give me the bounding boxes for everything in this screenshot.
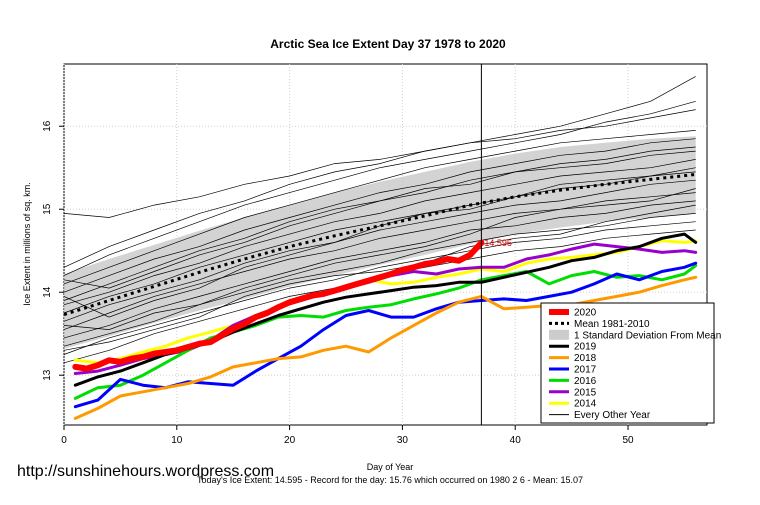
legend-label: 2016: [574, 376, 597, 387]
every-other-year-line: [63, 204, 696, 351]
footer-summary: Today's Ice Extent: 14.595 - Record for …: [197, 475, 583, 485]
every-other-year-line: [63, 179, 696, 322]
std-deviation-band: [64, 136, 696, 349]
chart-title: Arctic Sea Ice Extent Day 37 1978 to 202…: [270, 37, 506, 51]
series-line-2018: [73, 275, 698, 420]
y-tick-label: 13: [42, 369, 53, 381]
x-tick-label: 40: [510, 435, 522, 446]
highlight-series-layer: [72, 232, 698, 420]
y-axis-label: Ice Extent in millions of sq. km.: [22, 182, 32, 306]
legend-label: Every Other Year: [574, 410, 651, 421]
axis-layer: 0 10 20 30 40 50 13 14 15 16: [42, 120, 634, 446]
legend-box: [540, 302, 715, 424]
x-axis-label: Day of Year: [367, 462, 414, 472]
every-other-year-line: [63, 221, 696, 355]
every-other-year-line: [63, 130, 696, 285]
x-tick-label: 20: [284, 435, 296, 446]
every-other-year-line: [63, 171, 696, 314]
every-other-year-line: [63, 76, 696, 268]
background-years-layer: [63, 76, 696, 364]
x-tick-label: 50: [622, 435, 634, 446]
y-tick-label: 14: [42, 286, 53, 298]
series-line-2020: [72, 239, 485, 372]
std-band-layer: [64, 136, 696, 349]
y-tick-label: 15: [42, 203, 53, 215]
legend-label: 2018: [574, 353, 597, 364]
legend-swatch: [549, 329, 569, 340]
every-other-year-line: [63, 109, 696, 218]
every-other-year-line: [63, 192, 696, 330]
series-line-2016: [73, 264, 698, 400]
every-other-year-line: [63, 138, 696, 293]
every-other-year-line: [63, 188, 696, 330]
every-other-year-line: [63, 213, 696, 347]
legend-label: 2014: [574, 399, 597, 410]
y-tick-label: 16: [42, 120, 53, 132]
x-tick-label: 30: [397, 435, 409, 446]
every-other-year-line: [63, 146, 696, 289]
current-value-label: 14.595: [484, 238, 512, 248]
watermark-url: http://sunshinehours.wordpress.com: [17, 463, 274, 480]
every-other-year-line: [63, 159, 696, 306]
current-day-layer: 14.595: [480, 64, 512, 425]
legend-label: 2017: [574, 365, 597, 376]
legend-label: 2020: [574, 308, 597, 319]
legend-label: 2019: [574, 342, 597, 353]
x-tick-label: 0: [61, 435, 67, 446]
x-tick-label: 10: [171, 435, 183, 446]
every-other-year-line: [63, 167, 696, 318]
every-other-year-line: [63, 100, 696, 276]
legend-label: 1 Standard Deviation From Mean: [574, 330, 721, 341]
legend-label: 2015: [574, 387, 597, 398]
legend-label: Mean 1981-2010: [574, 319, 650, 330]
every-other-year-line: [63, 200, 696, 339]
